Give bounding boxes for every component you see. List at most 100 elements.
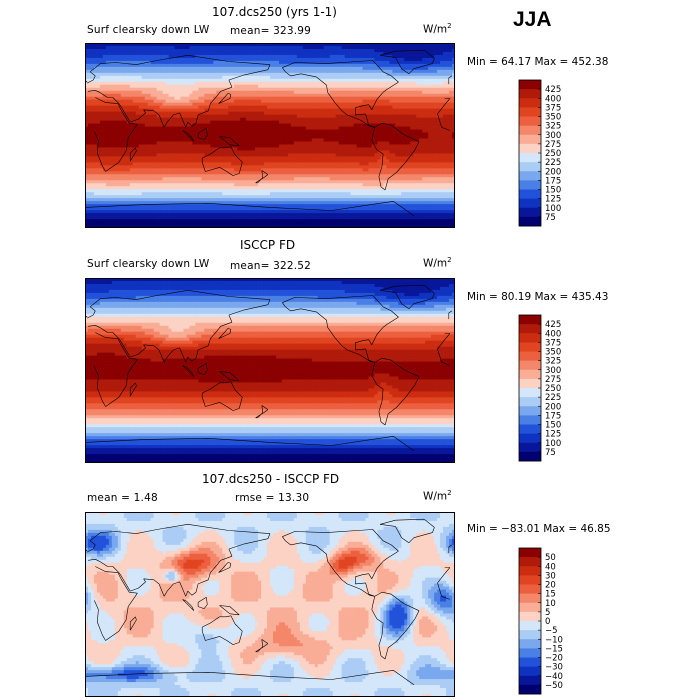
panel1-units: W/m2 <box>423 22 452 36</box>
colorbar-swatch <box>519 684 541 695</box>
colorbar-swatch <box>519 397 541 407</box>
colorbar-swatch <box>519 116 541 127</box>
colorbar-swatch <box>519 153 541 163</box>
panel2-units: W/m2 <box>423 256 452 270</box>
panel1-title: 107.dcs250 (yrs 1-1) <box>212 5 337 19</box>
panel1-map <box>85 43 455 228</box>
colorbar-swatch <box>519 143 541 154</box>
colorbar-tick-label: 30 <box>545 571 556 581</box>
panel3-title: 107.dcs250 - ISCCP FD <box>202 472 339 486</box>
colorbar-tick-label: −50 <box>545 681 563 691</box>
colorbar-swatch <box>519 406 541 416</box>
colorbar-swatch <box>519 424 541 435</box>
colorbar-swatch <box>519 125 541 136</box>
panel2-title: ISCCP FD <box>240 238 295 252</box>
colorbar-tick-label: 425 <box>545 85 561 95</box>
panel2-minmax: Min = 80.19 Max = 435.43 <box>467 291 608 303</box>
colorbar-tick-label: 325 <box>545 122 561 132</box>
colorbar-swatch <box>519 216 541 227</box>
colorbar-tick-label: 400 <box>545 329 561 339</box>
colorbar-tick-label: 250 <box>545 149 561 159</box>
colorbar-swatch <box>519 162 541 172</box>
panel1-minmax: Min = 64.17 Max = 452.38 <box>467 56 608 68</box>
colorbar-tick-label: 100 <box>545 204 561 214</box>
colorbar-tick-label: 100 <box>545 439 561 449</box>
colorbar-swatch <box>519 315 541 325</box>
colorbar-tick-label: 375 <box>545 338 561 348</box>
colorbar-swatch <box>519 98 541 108</box>
colorbar-tick-label: 300 <box>545 366 561 376</box>
colorbar-tick-label: 40 <box>545 562 556 572</box>
colorbar-swatch <box>519 207 541 218</box>
colorbar-swatch <box>519 198 541 209</box>
colorbar-tick-label: 350 <box>545 113 561 123</box>
colorbar-tick-label: 150 <box>545 421 561 431</box>
colorbar-swatch <box>519 171 541 181</box>
colorbar-swatch <box>519 557 541 567</box>
colorbar-swatch <box>519 621 541 631</box>
colorbar-tick-label: 350 <box>545 348 561 358</box>
colorbar-tick-label: 300 <box>545 131 561 141</box>
colorbar-tick-label: 175 <box>545 411 561 421</box>
colorbar-tick-label: 75 <box>545 213 556 223</box>
panel3-units: W/m2 <box>423 489 452 503</box>
colorbar-tick-label: 150 <box>545 186 561 196</box>
colorbar-tick-label: −20 <box>545 654 563 664</box>
colorbar-tick-label: 5 <box>545 608 550 618</box>
colorbar-swatch <box>519 648 541 658</box>
panel1-colorbar: 4254003753503253002752502252001751501251… <box>518 79 561 227</box>
colorbar-swatch <box>519 566 541 576</box>
colorbar-tick-label: 175 <box>545 176 561 186</box>
panel2-map <box>85 278 455 463</box>
colorbar-tick-label: 200 <box>545 402 561 412</box>
panel3-mean: mean = 1.48 <box>87 492 158 504</box>
colorbar-tick-label: 15 <box>545 590 556 600</box>
panel3-rmse: rmse = 13.30 <box>235 492 309 504</box>
colorbar-swatch <box>519 388 541 398</box>
colorbar-swatch <box>519 593 541 604</box>
colorbar-swatch <box>519 639 541 649</box>
colorbar-swatch <box>519 324 541 334</box>
colorbar-tick-label: 325 <box>545 357 561 367</box>
colorbar-swatch <box>519 657 541 668</box>
colorbar-swatch <box>519 89 541 99</box>
colorbar-tick-label: 10 <box>545 599 556 609</box>
colorbar-swatch <box>519 611 541 622</box>
colorbar-swatch <box>519 378 541 389</box>
colorbar-tick-label: 250 <box>545 384 561 394</box>
colorbar-swatch <box>519 180 541 190</box>
panel3-minmax: Min = −83.01 Max = 46.85 <box>467 523 611 535</box>
colorbar-tick-label: 125 <box>545 195 561 205</box>
colorbar-swatch <box>519 630 541 640</box>
panel2-mean: mean= 322.52 <box>230 260 311 272</box>
colorbar-swatch <box>519 675 541 686</box>
colorbar-tick-label: −40 <box>545 672 563 682</box>
colorbar-tick-label: 200 <box>545 167 561 177</box>
panel1-mean: mean= 323.99 <box>230 25 311 37</box>
colorbar-tick-label: 400 <box>545 94 561 104</box>
colorbar-tick-label: −10 <box>545 635 563 645</box>
colorbar-swatch <box>519 602 541 613</box>
colorbar-swatch <box>519 575 541 585</box>
colorbar-swatch <box>519 342 541 352</box>
colorbar-tick-label: 225 <box>545 158 561 168</box>
season-label: JJA <box>513 8 552 32</box>
colorbar-swatch <box>519 666 541 677</box>
colorbar-swatch <box>519 333 541 343</box>
colorbar-swatch <box>519 433 541 444</box>
colorbar-swatch <box>519 584 541 595</box>
colorbar-swatch <box>519 351 541 362</box>
colorbar-tick-label: 225 <box>545 393 561 403</box>
panel2-colorbar: 4254003753503253002752502252001751501251… <box>518 314 561 462</box>
colorbar-tick-label: −15 <box>545 644 563 654</box>
colorbar-tick-label: 0 <box>545 617 550 627</box>
panel1-variable: Surf clearsky down LW <box>87 24 209 36</box>
colorbar-swatch <box>519 189 541 200</box>
colorbar-tick-label: −30 <box>545 663 563 673</box>
colorbar-tick-label: 20 <box>545 581 556 591</box>
colorbar-swatch <box>519 548 541 558</box>
colorbar-swatch <box>519 80 541 90</box>
colorbar-tick-label: 50 <box>545 553 556 563</box>
